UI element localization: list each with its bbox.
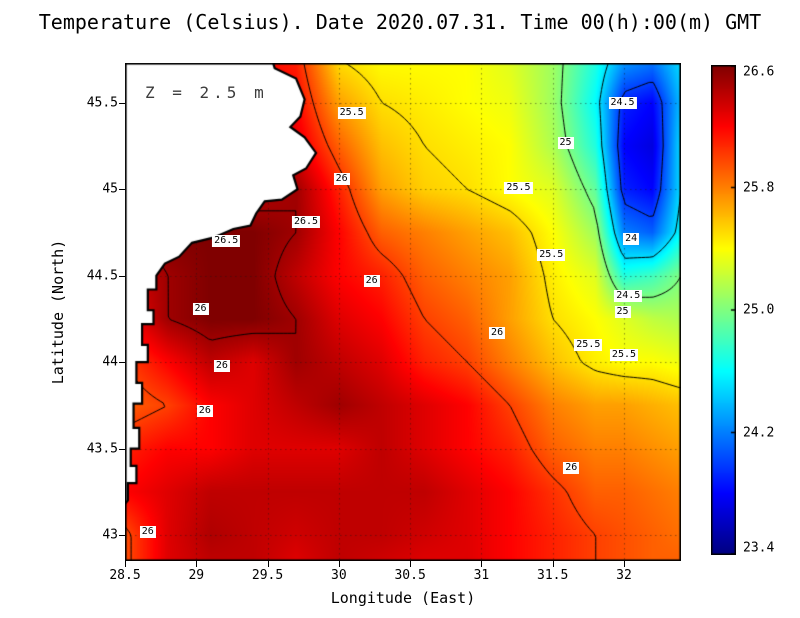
x-tick-label: 30.5 bbox=[394, 568, 426, 583]
colorbar-tick-label: 24.2 bbox=[743, 425, 775, 440]
y-tick-label: 43 bbox=[102, 527, 118, 543]
y-tick-label: 43.5 bbox=[86, 441, 118, 457]
contour-label: 26.5 bbox=[292, 216, 321, 229]
contour-label: 26 bbox=[363, 274, 380, 287]
colorbar-canvas bbox=[711, 65, 736, 555]
contour-label: 25 bbox=[614, 306, 631, 318]
x-tick-label: 29 bbox=[188, 568, 205, 583]
colorbar-tick-label: 23.4 bbox=[743, 540, 775, 556]
contour-label: 24 bbox=[623, 233, 640, 246]
colorbar-tick-label: 25.8 bbox=[743, 180, 775, 195]
y-tick-label: 44.5 bbox=[86, 268, 118, 284]
x-tick-mark bbox=[267, 561, 269, 567]
contour-label: 26 bbox=[563, 461, 580, 474]
contour-label: 24.5 bbox=[614, 290, 643, 303]
y-tick-label: 44 bbox=[102, 354, 118, 370]
x-axis-label: Longitude (East) bbox=[330, 589, 476, 607]
x-tick-mark bbox=[410, 561, 412, 567]
x-tick-mark bbox=[481, 561, 483, 567]
x-tick-mark bbox=[623, 561, 625, 567]
colorbar-tick-label: 25.0 bbox=[743, 302, 775, 318]
contour-label: 26 bbox=[196, 404, 213, 417]
contour-label: 26 bbox=[139, 525, 156, 538]
x-tick-label: 30 bbox=[331, 568, 347, 583]
y-tick-mark bbox=[119, 189, 125, 191]
contour-label: 26 bbox=[213, 359, 230, 372]
y-axis-label: Latitude (North) bbox=[49, 239, 67, 385]
depth-annotation: Z = 2.5 m bbox=[145, 83, 268, 102]
x-tick-mark bbox=[552, 561, 554, 567]
y-tick-mark bbox=[119, 362, 125, 364]
x-tick-label: 29.5 bbox=[251, 568, 284, 583]
x-tick-label: 28.5 bbox=[109, 568, 141, 583]
colorbar-tick-label: 26.6 bbox=[743, 64, 775, 80]
contour-label: 25.5 bbox=[537, 248, 566, 261]
x-tick-mark bbox=[125, 561, 126, 567]
contour-label: 26 bbox=[192, 302, 209, 315]
contour-label: 25.5 bbox=[609, 349, 639, 362]
y-tick-mark bbox=[119, 275, 125, 277]
colorbar bbox=[711, 65, 736, 559]
contour-label: 26 bbox=[489, 326, 506, 339]
x-tick-label: 31 bbox=[473, 568, 490, 583]
y-tick-label: 45 bbox=[102, 181, 118, 197]
y-tick-label: 45.5 bbox=[86, 95, 118, 111]
contour-label: 26.5 bbox=[212, 235, 241, 248]
contour-label: 25.5 bbox=[504, 181, 533, 194]
plot-title: Temperature (Celsius). Date 2020.07.31. … bbox=[38, 10, 762, 34]
contour-label: 25.5 bbox=[574, 338, 603, 351]
contour-label: 26 bbox=[333, 172, 350, 185]
contour-label: 25 bbox=[557, 136, 574, 149]
x-tick-label: 31.5 bbox=[537, 568, 569, 583]
y-tick-mark bbox=[119, 102, 125, 104]
x-tick-mark bbox=[338, 561, 340, 567]
y-tick-mark bbox=[119, 535, 125, 537]
contour-label: 25.5 bbox=[337, 107, 366, 120]
x-tick-label: 32 bbox=[616, 568, 632, 583]
contour-label: 24.5 bbox=[608, 96, 637, 109]
heatmap-canvas bbox=[125, 63, 681, 561]
y-tick-mark bbox=[119, 448, 125, 450]
map-plot: 25.5 24.5 25 26 25.5 26.5 26.5 24 25.5 26 24.5 25 26… bbox=[125, 63, 681, 561]
x-tick-mark bbox=[196, 561, 198, 567]
